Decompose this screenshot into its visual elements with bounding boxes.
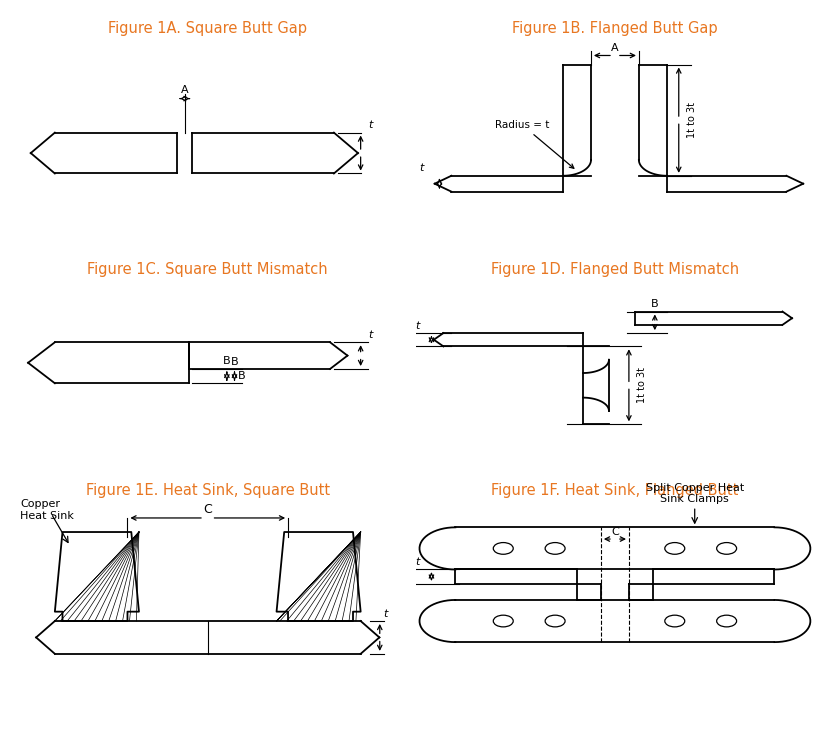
Text: 1t to 3t: 1t to 3t	[637, 367, 647, 403]
Text: B: B	[238, 371, 246, 381]
Text: Split Copper Heat
Sink Clamps: Split Copper Heat Sink Clamps	[646, 483, 744, 504]
Text: 1t to 3t: 1t to 3t	[686, 102, 696, 138]
Text: Figure 1D. Flanged Butt Mismatch: Figure 1D. Flanged Butt Mismatch	[491, 262, 739, 277]
Text: C: C	[204, 503, 212, 515]
Text: t: t	[368, 330, 372, 340]
Text: t: t	[368, 120, 372, 130]
Text: t: t	[420, 163, 424, 173]
Text: Copper
Heat Sink: Copper Heat Sink	[21, 499, 74, 521]
Text: Figure 1B. Flanged Butt Gap: Figure 1B. Flanged Butt Gap	[512, 21, 718, 37]
Text: Radius = t: Radius = t	[495, 120, 574, 168]
Text: A: A	[181, 85, 189, 95]
Text: B: B	[223, 356, 231, 366]
Text: B: B	[231, 357, 238, 367]
Text: t: t	[416, 321, 420, 331]
Text: B: B	[651, 299, 659, 310]
Text: A: A	[611, 43, 619, 53]
Text: t: t	[416, 557, 420, 567]
Text: C: C	[611, 527, 619, 537]
Text: t: t	[384, 609, 388, 619]
Text: Figure 1F. Heat Sink, Flanged Butt: Figure 1F. Heat Sink, Flanged Butt	[491, 483, 739, 498]
Text: Figure 1E. Heat Sink, Square Butt: Figure 1E. Heat Sink, Square Butt	[86, 483, 330, 498]
Text: Figure 1C. Square Butt Mismatch: Figure 1C. Square Butt Mismatch	[87, 262, 328, 277]
Text: Figure 1A. Square Butt Gap: Figure 1A. Square Butt Gap	[108, 21, 307, 37]
